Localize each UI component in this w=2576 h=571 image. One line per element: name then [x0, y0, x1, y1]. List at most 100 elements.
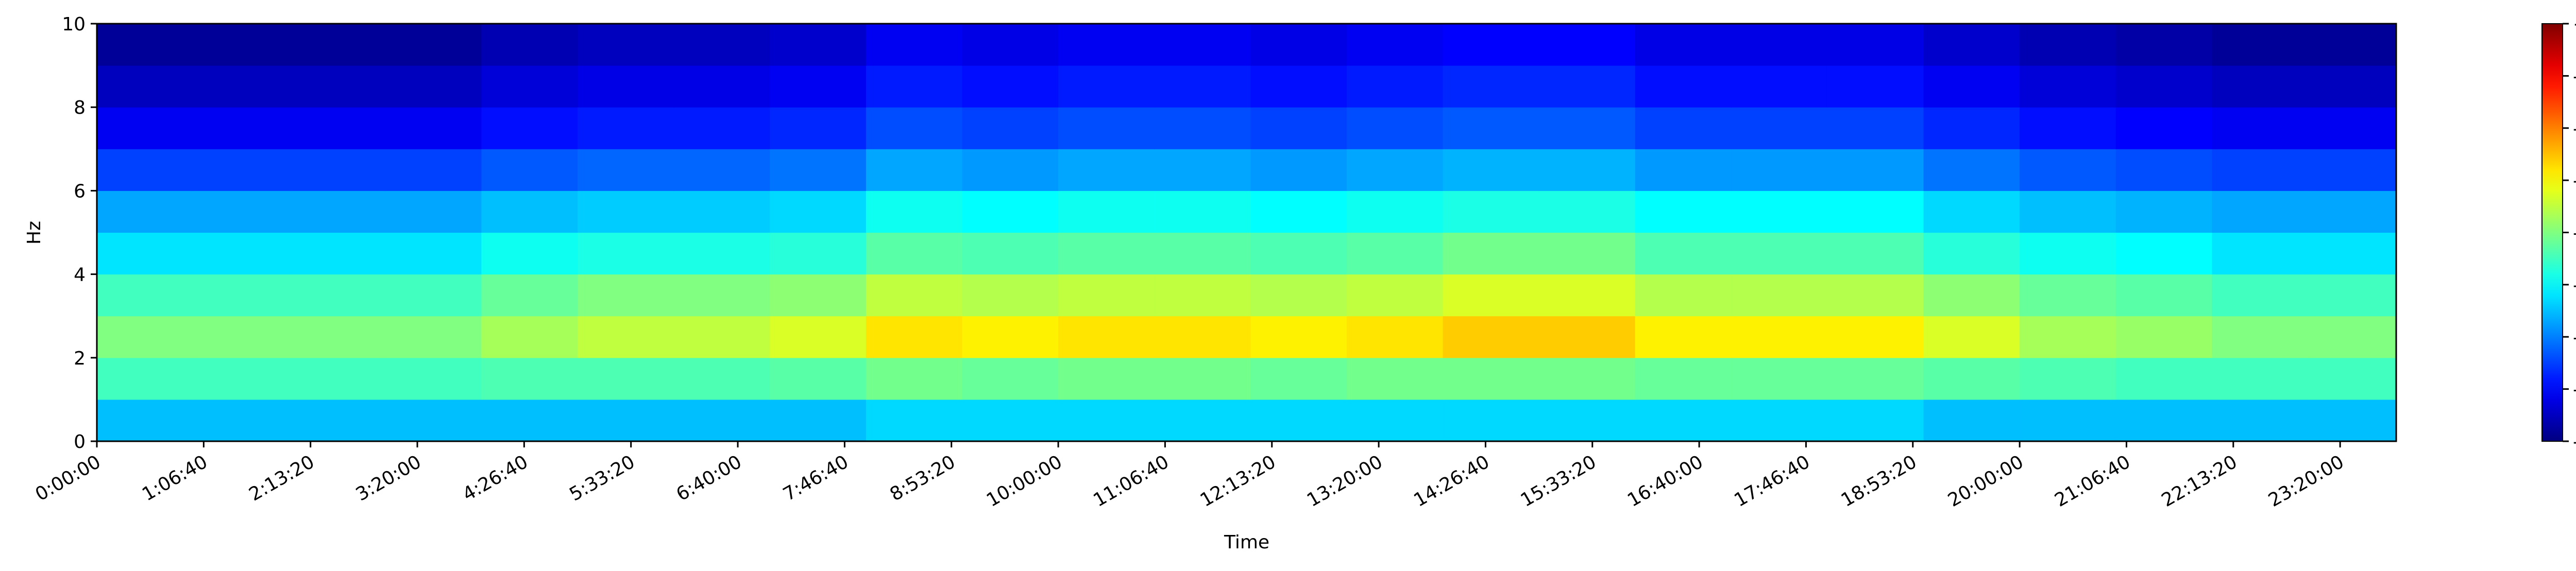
heatmap-cell — [962, 399, 1059, 442]
heatmap-cell — [2308, 149, 2397, 191]
heatmap-cell — [1154, 232, 1251, 275]
heatmap-cell — [1058, 191, 1155, 233]
heatmap-cell — [1154, 107, 1251, 149]
heatmap-cell — [1058, 357, 1155, 400]
heatmap-cell — [289, 107, 386, 149]
heatmap-cell — [385, 24, 482, 66]
heatmap-cell — [1539, 232, 1636, 275]
heatmap-cell — [1443, 399, 1539, 442]
x-tick-label: 17:46:40 — [1731, 452, 1814, 511]
heatmap-cell — [962, 357, 1059, 400]
heatmap-cell — [481, 149, 578, 191]
heatmap-cell — [578, 357, 674, 400]
y-tick-label: 4 — [74, 265, 86, 286]
heatmap-cell — [385, 149, 482, 191]
heatmap-cell — [2020, 399, 2116, 442]
heatmap-cell — [2020, 232, 2116, 275]
heatmap-cell — [1154, 274, 1251, 317]
heatmap-cell — [962, 107, 1059, 149]
heatmap-cell — [97, 149, 194, 191]
heatmap-cell — [1346, 399, 1443, 442]
colorbar-tick-label: -80 dB — [2573, 431, 2576, 453]
heatmap-cell — [1827, 24, 1924, 66]
heatmap-cell — [2115, 24, 2212, 66]
heatmap-cell — [2308, 316, 2397, 358]
heatmap-cell — [1923, 316, 2020, 358]
heatmap-cell — [289, 357, 386, 400]
x-tick-label: 15:33:20 — [1517, 452, 1600, 511]
heatmap-cell — [2115, 107, 2212, 149]
heatmap-cell — [1058, 316, 1155, 358]
heatmap-cell — [1058, 274, 1155, 317]
heatmap-cell — [1154, 149, 1251, 191]
heatmap-cell — [1635, 24, 1732, 66]
x-tick-label: 4:26:40 — [459, 452, 532, 506]
heatmap-cell — [1827, 232, 1924, 275]
heatmap-cell — [578, 232, 674, 275]
heatmap-cell — [289, 399, 386, 442]
heatmap-cell — [385, 399, 482, 442]
heatmap-cell — [193, 357, 290, 400]
heatmap-cell — [193, 191, 290, 233]
heatmap-cell — [1058, 65, 1155, 108]
heatmap-cell — [385, 232, 482, 275]
x-tick-label: 6:40:00 — [673, 452, 745, 506]
y-tick-label: 6 — [74, 181, 86, 202]
heatmap-cell — [1635, 316, 1732, 358]
heatmap-cell — [1923, 65, 2020, 108]
heatmap-cell — [193, 316, 290, 358]
heatmap-cell — [962, 316, 1059, 358]
heatmap-cell — [1731, 316, 1828, 358]
heatmap-cell — [866, 399, 962, 442]
heatmap-cell — [2308, 274, 2397, 317]
heatmap-cell — [1250, 399, 1347, 442]
heatmap-cell — [770, 107, 867, 149]
heatmap-cell — [1923, 107, 2020, 149]
heatmap-cell — [1250, 107, 1347, 149]
x-tick-label: 18:53:20 — [1838, 452, 1921, 511]
heatmap-cell — [770, 399, 867, 442]
heatmap-cell — [1443, 232, 1539, 275]
heatmap-cell — [2212, 107, 2309, 149]
heatmap-cell — [2308, 357, 2397, 400]
heatmap-cell — [385, 65, 482, 108]
heatmap-cell — [193, 149, 290, 191]
heatmap-cell — [97, 24, 194, 66]
heatmap-cell — [962, 65, 1059, 108]
heatmap-cell — [866, 232, 962, 275]
y-axis-label: Hz — [24, 221, 45, 245]
heatmap-cell — [1827, 399, 1924, 442]
y-tick-label: 10 — [62, 14, 86, 35]
heatmap-cell — [385, 316, 482, 358]
heatmap-cell — [2308, 65, 2397, 108]
heatmap-cell — [866, 107, 962, 149]
heatmap-cell — [1443, 149, 1539, 191]
heatmap-cell — [97, 357, 194, 400]
heatmap-cell — [1346, 274, 1443, 317]
heatmap-cell — [1154, 24, 1251, 66]
heatmap-cell — [770, 357, 867, 400]
heatmap-cell — [2115, 65, 2212, 108]
heatmap-cell — [962, 191, 1059, 233]
heatmap-cell — [193, 274, 290, 317]
heatmap-cell — [1539, 399, 1636, 442]
heatmap-cell — [1346, 232, 1443, 275]
heatmap-cell — [1154, 399, 1251, 442]
heatmap-cell — [866, 149, 962, 191]
heatmap-cell — [2308, 399, 2397, 442]
heatmap-cell — [578, 399, 674, 442]
heatmap-cell — [770, 65, 867, 108]
x-tick-label: 5:33:20 — [566, 452, 639, 506]
heatmap-cell — [673, 24, 770, 66]
heatmap-cell — [1154, 357, 1251, 400]
x-tick-label: 8:53:20 — [887, 452, 959, 506]
heatmap-cell — [2020, 357, 2116, 400]
heatmap-cell — [1058, 399, 1155, 442]
heatmap-cell — [2020, 107, 2116, 149]
heatmap-cell — [2020, 24, 2116, 66]
heatmap-cell — [1154, 65, 1251, 108]
colorbar-tick-label: -10 dB — [2573, 66, 2576, 87]
x-tick-label: 0:00:00 — [32, 452, 105, 506]
heatmap-cell — [1539, 107, 1636, 149]
heatmap-cell — [1346, 65, 1443, 108]
